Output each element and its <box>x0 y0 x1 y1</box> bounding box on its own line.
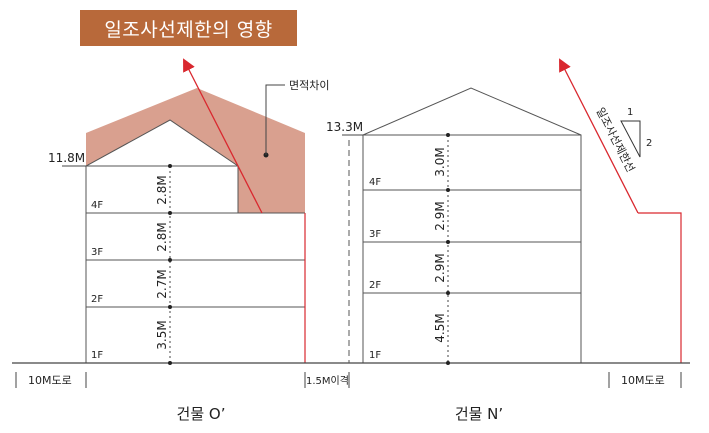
diagram-title: 일조사선제한의 영향 <box>80 10 297 46</box>
building-n-name: 건물 N’ <box>455 405 503 423</box>
building-n-outline <box>362 87 582 363</box>
sunlight-line-o <box>183 58 263 214</box>
floor-height-label: 2.9M <box>433 253 447 282</box>
area-difference-leader <box>265 84 285 155</box>
building-n-centerline <box>446 133 450 365</box>
slope-triangle <box>620 120 641 158</box>
floor-label: 4F <box>91 200 103 211</box>
floor-height-label: 2.8M <box>155 222 169 251</box>
floor-height-label: 3.5M <box>155 320 169 349</box>
area-difference-shade <box>86 88 305 213</box>
dimension-ticks <box>15 372 682 388</box>
floor-label: 4F <box>369 177 381 188</box>
sunlight-step-n <box>638 212 682 363</box>
building-o-outline <box>85 119 305 363</box>
floor-label: 3F <box>369 229 381 240</box>
sunlight-line-n <box>559 58 639 214</box>
floor-height-label: 2.9M <box>433 201 447 230</box>
building-o-name: 건물 O’ <box>177 405 226 423</box>
slope-run-label: 2 <box>646 138 652 149</box>
road-left-label: 10M도로 <box>28 374 72 387</box>
floor-label: 1F <box>91 350 103 361</box>
slope-rise-label: 1 <box>627 107 633 118</box>
floor-height-label: 4.5M <box>433 313 447 342</box>
floor-label: 3F <box>91 247 103 258</box>
floor-label: 2F <box>91 294 103 305</box>
floor-label: 1F <box>369 350 381 361</box>
floor-height-label: 3.0M <box>433 147 447 176</box>
floor-height-label: 2.8M <box>155 175 169 204</box>
floor-height-label: 2.7M <box>155 269 169 298</box>
area-difference-label: 면적차이 <box>289 79 329 92</box>
floor-label: 2F <box>369 280 381 291</box>
building-o-centerline <box>168 164 172 365</box>
building-o-height-label: 11.8M <box>48 151 85 165</box>
building-n-height-label: 13.3M <box>326 120 363 134</box>
road-right-label: 10M도로 <box>621 374 665 387</box>
setback-label: 1.5M이격 <box>306 374 349 387</box>
